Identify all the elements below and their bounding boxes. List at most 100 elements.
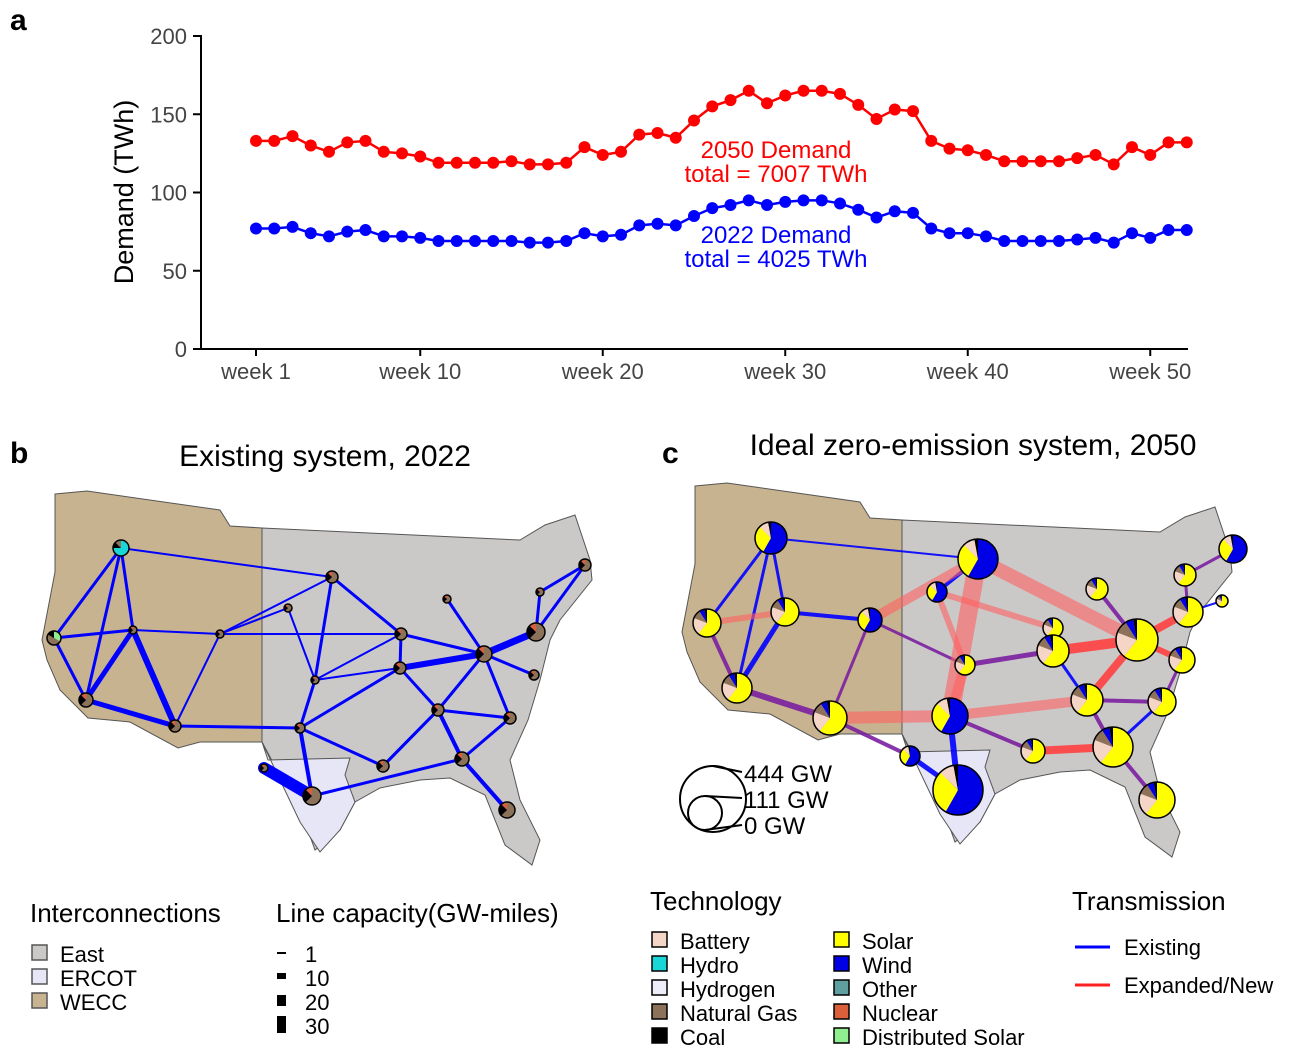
series-0-point — [907, 105, 919, 118]
series-0-point — [450, 156, 463, 169]
series-1-point — [359, 224, 372, 237]
series-1-point — [1126, 227, 1138, 240]
pie-slice — [261, 764, 268, 772]
x-tick-label: week 1 — [220, 359, 291, 384]
node-pie-2050 — [1218, 534, 1248, 564]
node-pie-2050 — [1172, 596, 1204, 628]
legend-line-capacity-title: Line capacity(GW-miles) — [276, 898, 559, 928]
pie-slice — [1125, 619, 1137, 640]
pie-outline — [431, 703, 445, 717]
x-tick-label: week 10 — [378, 359, 461, 384]
pie-slice — [377, 761, 383, 771]
pie-slice — [478, 646, 492, 662]
node-pie-existing — [376, 759, 390, 773]
series-1-point — [669, 219, 682, 232]
legend-tech-label: Hydrogen — [680, 977, 775, 1002]
pie-slice — [1218, 595, 1228, 607]
series-0-point — [341, 136, 354, 149]
series-group — [250, 84, 1193, 249]
pie-slice — [1230, 535, 1233, 549]
pie-slice — [1038, 637, 1053, 651]
existing-line — [298, 678, 317, 730]
existing-line — [298, 666, 402, 730]
pie-outline — [931, 697, 969, 735]
existing-line — [313, 575, 334, 682]
series-1-point — [286, 220, 299, 233]
legend-cap-label-1: 1 — [305, 942, 317, 967]
pie-slice — [771, 600, 785, 612]
pie-outline — [1085, 577, 1109, 601]
pie-slice — [1100, 727, 1133, 768]
pie-slice — [929, 582, 937, 592]
node-pie-2050 — [721, 672, 753, 704]
series-1-point — [414, 231, 427, 244]
node-pie-existing — [46, 630, 62, 646]
legend-tech-swatch — [833, 931, 850, 948]
node-pie-2050 — [1020, 738, 1046, 764]
series-0-point — [377, 145, 390, 158]
series-1-point — [450, 235, 463, 248]
node-pie-existing — [528, 669, 540, 681]
series-0-point — [1162, 136, 1175, 149]
pie-slice — [937, 698, 950, 716]
series-annotation: 2050 Demand — [701, 137, 852, 164]
pie-slice — [78, 695, 86, 705]
pie-slice — [305, 787, 321, 805]
pie-outline — [394, 627, 408, 641]
node-pie-existing — [498, 801, 516, 819]
pie-outline — [78, 692, 94, 708]
existing-line — [436, 708, 512, 720]
pie-outline — [528, 669, 540, 681]
pie-slice — [1090, 578, 1108, 600]
node-pie-2050 — [1173, 563, 1197, 587]
series-0-point — [505, 155, 518, 168]
node-pie-existing — [442, 594, 452, 604]
legend-tech-label: Nuclear — [862, 1001, 938, 1026]
pie-slice — [1178, 597, 1204, 628]
series-0-point — [432, 156, 445, 169]
pie-slice — [1179, 564, 1185, 575]
pie-slice — [537, 587, 545, 596]
pie-slice — [1147, 697, 1162, 714]
pie-slice — [1025, 739, 1046, 764]
pie-slice — [1086, 585, 1097, 598]
node-pie-existing — [294, 722, 306, 734]
pie-slice — [529, 623, 545, 641]
pie-outline — [1036, 634, 1070, 668]
node-pie-2050 — [954, 654, 976, 676]
pie-slice — [378, 760, 389, 772]
legend-transmission-title: Transmission — [1072, 886, 1226, 916]
series-1-point — [396, 230, 408, 243]
series-0-point — [998, 155, 1011, 168]
legend-tech-label: Natural Gas — [680, 1001, 797, 1026]
series-1-point — [779, 195, 792, 208]
existing-line — [120, 547, 333, 578]
series-1-point — [1034, 235, 1047, 248]
pie-slice — [1173, 606, 1188, 624]
legend-cap-label-10: 10 — [305, 966, 329, 991]
pie-slice — [529, 671, 534, 679]
node-pie-2050 — [1168, 646, 1196, 674]
series-1-point — [487, 235, 500, 248]
legend-interconnections-title: Interconnections — [30, 898, 221, 928]
pie-slice — [754, 526, 771, 552]
existing-line — [83, 697, 178, 729]
pie-slice — [505, 712, 517, 724]
series-0-point — [706, 100, 719, 113]
node-pie-2050 — [812, 700, 848, 736]
legend-swatch-ercot — [31, 968, 48, 985]
pie-slice — [963, 539, 978, 559]
pie-slice — [722, 675, 737, 688]
x-ticks: week 1 week 10 week 20 week 30 week 40 week 5… — [220, 349, 1191, 384]
series-0-point — [888, 103, 901, 116]
pie-slice — [457, 752, 469, 767]
pie-outline — [168, 719, 182, 733]
panel-c-title: Ideal zero-emission system, 2050 — [750, 429, 1197, 462]
pie-slice — [1047, 618, 1053, 628]
pie-slice — [935, 582, 937, 592]
legend-tech-label: Solar — [862, 929, 913, 954]
pie-outline — [857, 607, 883, 633]
series-1-point — [1162, 224, 1175, 237]
pie-slice — [968, 539, 999, 579]
series-0-point — [1071, 152, 1084, 165]
